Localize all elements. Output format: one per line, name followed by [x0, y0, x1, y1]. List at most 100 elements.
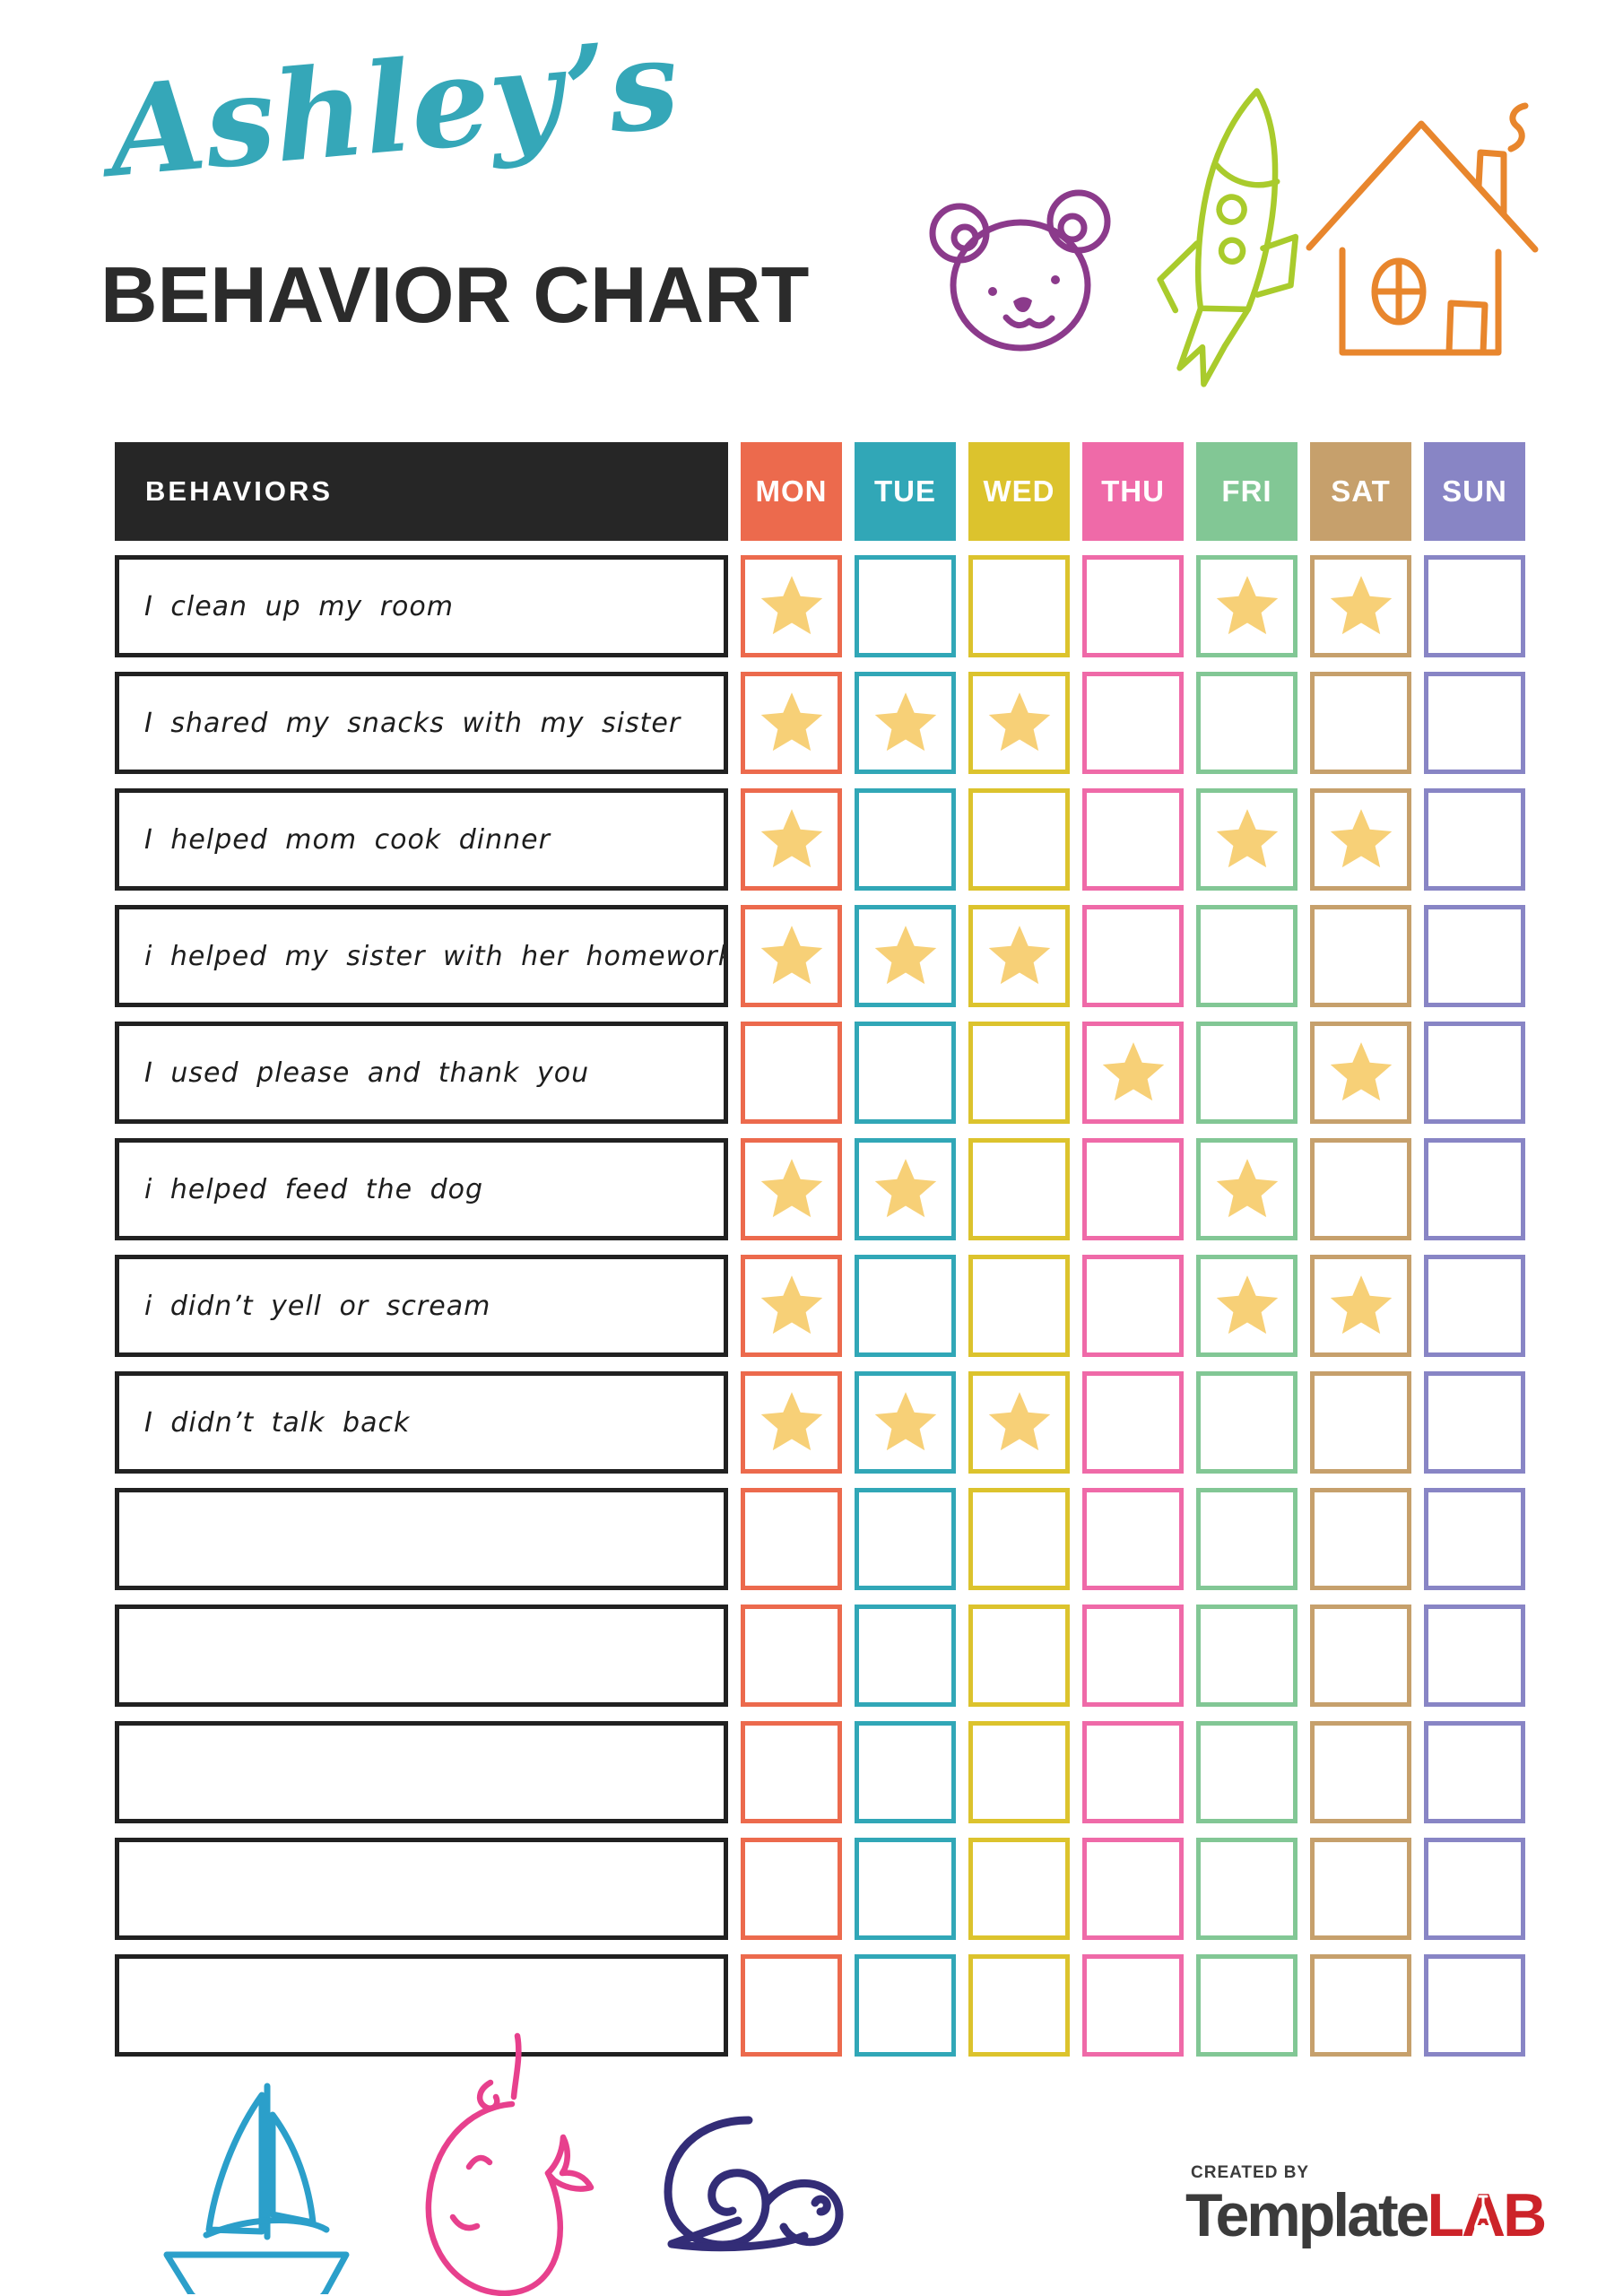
- star-cell-3-mon[interactable]: [741, 905, 842, 1007]
- behavior-label-cell-3: i helped my sister with her homework: [115, 905, 728, 1007]
- star-cell-8-mon[interactable]: [741, 1488, 842, 1590]
- star-cell-6-mon[interactable]: [741, 1255, 842, 1357]
- star-cell-11-thu[interactable]: [1082, 1838, 1184, 1940]
- behavior-label-cell-11[interactable]: [115, 1838, 728, 1940]
- star-cell-10-sat[interactable]: [1310, 1721, 1411, 1823]
- star-cell-5-wed[interactable]: [968, 1138, 1070, 1240]
- star-cell-12-sat[interactable]: [1310, 1954, 1411, 2057]
- star-cell-5-fri[interactable]: [1196, 1138, 1298, 1240]
- star-cell-12-mon[interactable]: [741, 1954, 842, 2057]
- behavior-text: I used please and thank you: [144, 1057, 590, 1089]
- star-cell-8-wed[interactable]: [968, 1488, 1070, 1590]
- star-cell-10-wed[interactable]: [968, 1721, 1070, 1823]
- star-cell-0-sun[interactable]: [1424, 555, 1525, 657]
- star-cell-4-sun[interactable]: [1424, 1022, 1525, 1124]
- star-cell-1-wed[interactable]: [968, 672, 1070, 774]
- star-cell-1-tue[interactable]: [855, 672, 956, 774]
- star-cell-10-sun[interactable]: [1424, 1721, 1525, 1823]
- star-cell-0-wed[interactable]: [968, 555, 1070, 657]
- star-cell-1-sat[interactable]: [1310, 672, 1411, 774]
- star-cell-7-mon[interactable]: [741, 1371, 842, 1474]
- star-cell-3-sat[interactable]: [1310, 905, 1411, 1007]
- star-cell-9-wed[interactable]: [968, 1605, 1070, 1707]
- star-cell-12-thu[interactable]: [1082, 1954, 1184, 2057]
- star-cell-12-tue[interactable]: [855, 1954, 956, 2057]
- star-cell-12-sun[interactable]: [1424, 1954, 1525, 2057]
- star-cell-4-tue[interactable]: [855, 1022, 956, 1124]
- star-cell-3-fri[interactable]: [1196, 905, 1298, 1007]
- star-cell-0-thu[interactable]: [1082, 555, 1184, 657]
- star-cell-12-fri[interactable]: [1196, 1954, 1298, 2057]
- star-cell-6-fri[interactable]: [1196, 1255, 1298, 1357]
- star-cell-10-fri[interactable]: [1196, 1721, 1298, 1823]
- star-cell-10-tue[interactable]: [855, 1721, 956, 1823]
- star-cell-11-mon[interactable]: [741, 1838, 842, 1940]
- star-cell-1-thu[interactable]: [1082, 672, 1184, 774]
- star-cell-7-thu[interactable]: [1082, 1371, 1184, 1474]
- behavior-label-cell-12[interactable]: [115, 1954, 728, 2057]
- star-cell-9-fri[interactable]: [1196, 1605, 1298, 1707]
- star-cell-2-fri[interactable]: [1196, 788, 1298, 891]
- star-cell-2-wed[interactable]: [968, 788, 1070, 891]
- star-cell-2-sat[interactable]: [1310, 788, 1411, 891]
- star-cell-5-sat[interactable]: [1310, 1138, 1411, 1240]
- star-cell-2-sun[interactable]: [1424, 788, 1525, 891]
- star-cell-5-sun[interactable]: [1424, 1138, 1525, 1240]
- star-cell-9-tue[interactable]: [855, 1605, 956, 1707]
- star-cell-7-sun[interactable]: [1424, 1371, 1525, 1474]
- star-cell-4-wed[interactable]: [968, 1022, 1070, 1124]
- star-cell-6-wed[interactable]: [968, 1255, 1070, 1357]
- behavior-label-cell-10[interactable]: [115, 1721, 728, 1823]
- star-cell-6-tue[interactable]: [855, 1255, 956, 1357]
- star-cell-10-thu[interactable]: [1082, 1721, 1184, 1823]
- star-cell-7-fri[interactable]: [1196, 1371, 1298, 1474]
- star-cell-2-thu[interactable]: [1082, 788, 1184, 891]
- star-cell-8-sun[interactable]: [1424, 1488, 1525, 1590]
- star-cell-8-tue[interactable]: [855, 1488, 956, 1590]
- star-cell-9-sun[interactable]: [1424, 1605, 1525, 1707]
- star-cell-4-thu[interactable]: [1082, 1022, 1184, 1124]
- star-cell-7-tue[interactable]: [855, 1371, 956, 1474]
- star-cell-4-mon[interactable]: [741, 1022, 842, 1124]
- star-cell-3-wed[interactable]: [968, 905, 1070, 1007]
- sailboat-icon: [163, 2083, 350, 2294]
- star-cell-3-thu[interactable]: [1082, 905, 1184, 1007]
- star-cell-2-mon[interactable]: [741, 788, 842, 891]
- star-cell-4-fri[interactable]: [1196, 1022, 1298, 1124]
- templatelab-logo: CREATED BY TemplateLAB: [1185, 2163, 1547, 2246]
- star-cell-0-fri[interactable]: [1196, 555, 1298, 657]
- star-cell-7-sat[interactable]: [1310, 1371, 1411, 1474]
- star-cell-0-tue[interactable]: [855, 555, 956, 657]
- star-cell-11-fri[interactable]: [1196, 1838, 1298, 1940]
- star-cell-3-sun[interactable]: [1424, 905, 1525, 1007]
- star-cell-8-fri[interactable]: [1196, 1488, 1298, 1590]
- star-cell-1-mon[interactable]: [741, 672, 842, 774]
- star-cell-11-sun[interactable]: [1424, 1838, 1525, 1940]
- behavior-label-cell-9[interactable]: [115, 1605, 728, 1707]
- star-cell-9-mon[interactable]: [741, 1605, 842, 1707]
- star-cell-12-wed[interactable]: [968, 1954, 1070, 2057]
- star-cell-1-fri[interactable]: [1196, 672, 1298, 774]
- star-cell-2-tue[interactable]: [855, 788, 956, 891]
- star-cell-5-thu[interactable]: [1082, 1138, 1184, 1240]
- star-cell-0-mon[interactable]: [741, 555, 842, 657]
- star-cell-11-wed[interactable]: [968, 1838, 1070, 1940]
- star-cell-8-thu[interactable]: [1082, 1488, 1184, 1590]
- star-cell-3-tue[interactable]: [855, 905, 956, 1007]
- star-cell-5-mon[interactable]: [741, 1138, 842, 1240]
- star-cell-9-thu[interactable]: [1082, 1605, 1184, 1707]
- star-cell-0-sat[interactable]: [1310, 555, 1411, 657]
- star-cell-6-sun[interactable]: [1424, 1255, 1525, 1357]
- star-cell-10-mon[interactable]: [741, 1721, 842, 1823]
- star-cell-1-sun[interactable]: [1424, 672, 1525, 774]
- star-cell-9-sat[interactable]: [1310, 1605, 1411, 1707]
- star-cell-4-sat[interactable]: [1310, 1022, 1411, 1124]
- star-cell-6-sat[interactable]: [1310, 1255, 1411, 1357]
- star-cell-5-tue[interactable]: [855, 1138, 956, 1240]
- star-cell-7-wed[interactable]: [968, 1371, 1070, 1474]
- star-cell-8-sat[interactable]: [1310, 1488, 1411, 1590]
- star-cell-11-tue[interactable]: [855, 1838, 956, 1940]
- star-cell-6-thu[interactable]: [1082, 1255, 1184, 1357]
- behavior-label-cell-8[interactable]: [115, 1488, 728, 1590]
- star-cell-11-sat[interactable]: [1310, 1838, 1411, 1940]
